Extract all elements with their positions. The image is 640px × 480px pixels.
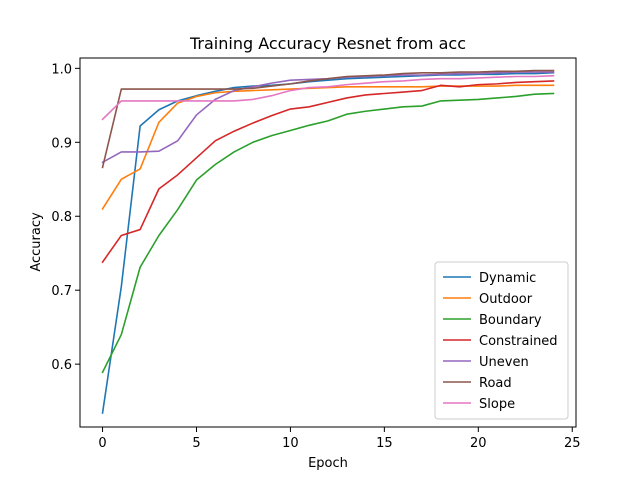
x-axis-ticks: 0 5 10 15 20 25 [98,427,581,451]
y-tick-label: 0.7 [51,284,72,299]
series-lines [101,69,555,414]
plot-frame [79,57,577,428]
x-tick-label: 25 [564,436,581,451]
y-axis-label: Accuracy [29,212,44,272]
legend-box [434,261,569,420]
x-tick-label: 0 [98,436,106,451]
legend-label-boundary: Boundary [479,313,542,328]
x-tick-label: 10 [282,436,299,451]
legend-label-constrained: Constrained [479,334,558,349]
legend-label-dynamic: Dynamic [479,271,536,286]
y-tick-label: 0.8 [51,210,72,225]
y-tick-label: 1.0 [51,62,72,77]
legend-label-road: Road [479,376,512,391]
x-axis-label: Epoch [308,456,348,471]
series-line-constrained [101,80,555,264]
legend: Dynamic Outdoor Boundary Constrained Uneven R… [434,261,569,420]
legend-label-uneven: Uneven [479,355,529,370]
y-tick-label: 0.9 [51,136,72,151]
x-tick-label: 15 [376,436,393,451]
legend-label-slope: Slope [479,397,515,412]
y-tick-label: 0.6 [51,358,72,373]
x-tick-label: 20 [470,436,487,451]
y-axis-ticks: 0.6 0.7 0.8 0.9 1.0 [51,62,80,373]
series-line-boundary [101,92,555,374]
series-line-road [101,69,555,169]
series-line-slope [101,74,555,121]
chart-title: Training Accuracy Resnet from acc [189,34,466,53]
x-tick-label: 5 [192,436,200,451]
legend-label-outdoor: Outdoor [479,292,533,307]
